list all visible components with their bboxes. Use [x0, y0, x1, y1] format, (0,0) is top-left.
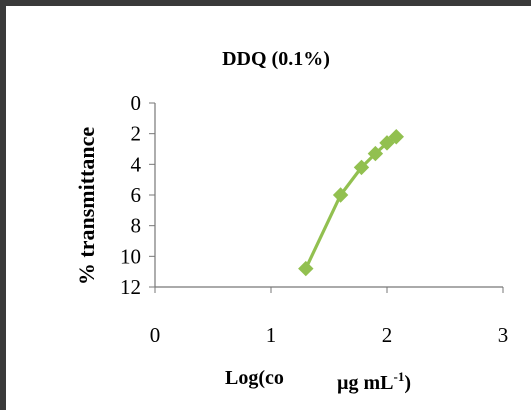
x-axis-label: Log(co µg mL-1) — [225, 367, 411, 394]
chart-title: DDQ (0.1%) — [222, 48, 330, 70]
x-axis-label-right: µg mL-1) — [337, 369, 411, 394]
data-point — [379, 135, 395, 151]
x-axis-label-close: ) — [404, 372, 411, 394]
y-tick-label: 4 — [131, 152, 142, 176]
data-point — [388, 129, 404, 145]
x-tick-label: 1 — [266, 323, 277, 347]
plot-area — [298, 129, 404, 277]
y-tick-label: 2 — [131, 122, 142, 146]
x-axis-label-left: Log(co — [225, 367, 284, 389]
series-line — [304, 135, 398, 270]
y-axis-label: % transmittance — [74, 127, 99, 285]
x-tick-label: 2 — [382, 323, 393, 347]
y-tick-label: 6 — [131, 183, 142, 207]
chart-svg: DDQ (0.1%) % transmittance Log(co µg mL-… — [74, 48, 508, 394]
x-axis-label-unit: µg mL — [337, 372, 394, 394]
y-tick-label: 10 — [120, 244, 141, 268]
data-point — [298, 260, 314, 277]
y-tick-label: 0 — [131, 91, 142, 115]
data-point — [367, 145, 384, 162]
data-point — [353, 159, 370, 176]
y-tick-label: 12 — [120, 275, 141, 299]
data-point — [332, 187, 349, 203]
x-tick-label: 3 — [498, 323, 509, 347]
y-tick-label: 8 — [131, 214, 142, 238]
x-tick-label: 0 — [150, 323, 161, 347]
x-axis-label-superscript: -1 — [394, 369, 405, 384]
